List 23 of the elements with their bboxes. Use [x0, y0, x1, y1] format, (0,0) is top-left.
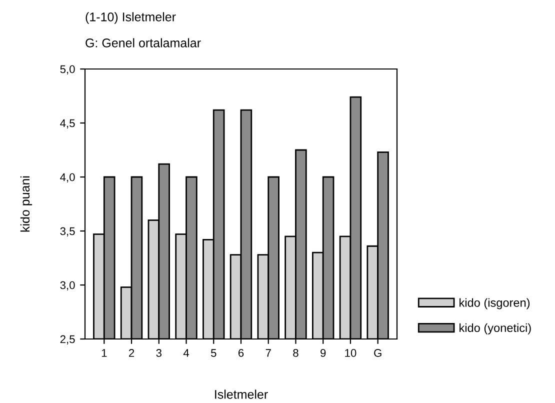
y-tick-label: 4,0: [60, 173, 75, 182]
y-tick-label: 4,5: [60, 119, 75, 128]
y-tick-label: 5,0: [60, 65, 75, 74]
y-tick-label: 2,5: [60, 335, 75, 344]
x-tick-label: 9: [320, 349, 326, 357]
x-tick-label: 2: [128, 349, 134, 357]
x-tick-label: 10: [345, 349, 356, 357]
y-tick-label: 3,5: [60, 227, 75, 236]
x-tick-label: 5: [210, 349, 216, 357]
x-tick-label: 7: [266, 349, 271, 357]
x-axis-title: Isletmeler: [215, 390, 268, 399]
x-tick-label: 1: [102, 349, 107, 357]
x-tick-label: 4: [183, 349, 190, 357]
text: (1-10) Isletmeler: [86, 12, 176, 24]
x-tick-label: 6: [238, 349, 244, 357]
y-tick-label: 3,0: [60, 281, 75, 290]
legend-label: kido (yonetici): [460, 323, 531, 334]
y-axis-title: kido puani: [20, 176, 32, 232]
x-tick-label: G: [374, 349, 382, 357]
text: G: Genel ortalamalar: [86, 38, 201, 48]
x-tick-label: 8: [293, 349, 298, 357]
x-tick-label: 3: [156, 349, 162, 357]
legend-label: kido (isgoren): [460, 298, 530, 310]
